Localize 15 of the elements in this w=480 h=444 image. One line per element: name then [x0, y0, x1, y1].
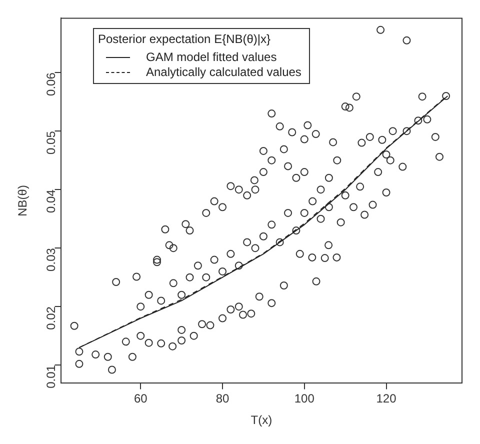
x-tick-label: 60 — [134, 392, 148, 406]
legend-title: Posterior expectation E{NB(θ)|x} — [98, 32, 272, 46]
y-tick-label: 0.03 — [44, 248, 58, 272]
y-axis-title: NB(θ) — [16, 185, 30, 216]
y-tick-label: 0.04 — [44, 189, 58, 213]
y-tick-label: 0.01 — [44, 364, 58, 388]
y-tick-label: 0.05 — [44, 130, 58, 154]
y-tick-label: 0.06 — [44, 72, 58, 96]
legend-label: GAM model fitted values — [146, 50, 277, 64]
x-tick-label: 120 — [376, 392, 397, 406]
x-axis-title: T(x) — [250, 413, 272, 428]
x-tick-label: 100 — [294, 392, 315, 406]
y-tick-label: 0.02 — [44, 306, 58, 330]
legend-label: Analytically calculated values — [146, 65, 302, 79]
x-tick-label: 80 — [216, 392, 230, 406]
